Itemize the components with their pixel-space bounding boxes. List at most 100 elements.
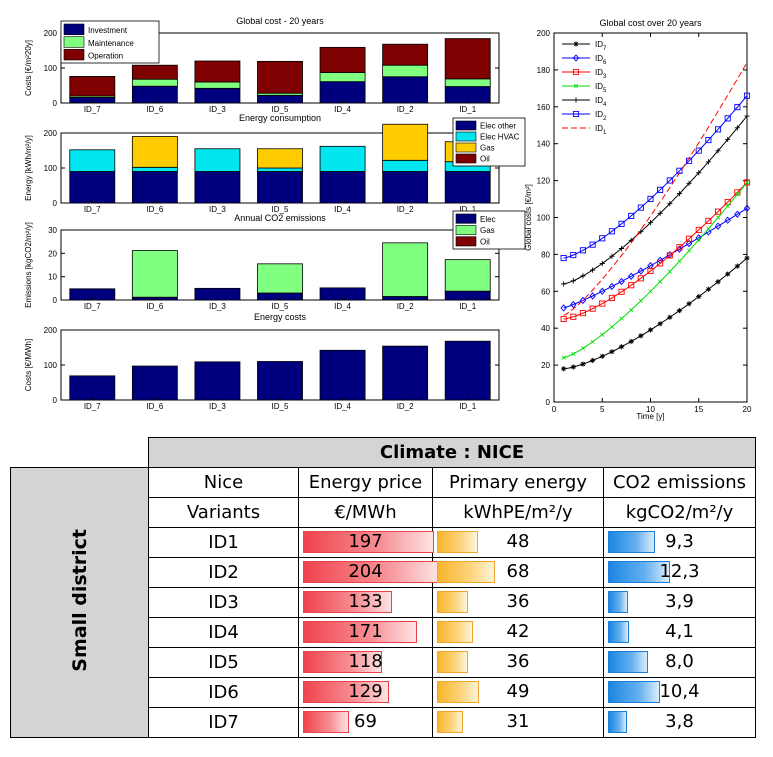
co2-legend-swatch [455, 236, 477, 247]
primary-energy-cell: 49 [432, 677, 604, 708]
energy-legend-swatch [455, 142, 477, 153]
global_cost-ylabel: Costs [€/m²20y] [24, 40, 33, 96]
line-point-ID2 [560, 255, 567, 262]
variant-cell: ID4 [148, 617, 299, 648]
global_cost-legend-swatch [63, 36, 85, 48]
line-point-ID4 [676, 191, 683, 197]
energy-bar-ID_4-elec-hvac [319, 145, 366, 172]
energy-price-databar [303, 651, 382, 673]
line-point-ID7 [580, 361, 586, 367]
line-point-ID6 [618, 277, 625, 286]
energy-price-cell-inner: 69 [299, 708, 432, 737]
line-point-ID7 [696, 294, 702, 300]
energy-price-databar [303, 591, 392, 613]
line-point-ID4 [599, 260, 605, 267]
primary-energy-value: 36 [506, 591, 530, 612]
line-chart-xtick-label: 0 [552, 405, 557, 414]
line-point-ID7 [647, 327, 654, 333]
co2-emissions-databar [608, 621, 629, 643]
line-point-ID6 [589, 292, 596, 300]
line-chart-ytick-label: 20 [541, 361, 550, 370]
line-point-ID4 [561, 281, 567, 287]
global_cost-ytick-label: 0 [53, 99, 58, 108]
energy-price-cell: 118 [298, 647, 433, 678]
energy-legend-swatch [455, 153, 477, 164]
primary-energy-cell-inner: 48 [433, 528, 603, 557]
global_cost-bar-ID_4-maintenance [319, 72, 366, 83]
global_cost-bar-ID_6-maintenance [131, 78, 178, 87]
line-point-ID2 [743, 92, 751, 99]
line-series-ID2 [563, 95, 748, 259]
line-point-ID5 [638, 298, 643, 303]
energy-bar-ID_5-elec-hvac [257, 167, 303, 172]
line-point-ID3 [628, 282, 635, 289]
energy-bar-ID_3-elec-hvac [194, 148, 241, 172]
energy-xtick-label: ID_6 [146, 205, 163, 214]
primary-energy-value: 36 [506, 651, 530, 672]
line-point-ID3 [686, 235, 693, 242]
energy-xtick-label: ID_2 [397, 205, 414, 214]
line-point-ID5 [706, 226, 711, 231]
energy-price-cell: 171 [298, 617, 433, 648]
line-point-ID5 [580, 346, 586, 351]
table-row: ID4 171 42 4,1 [11, 617, 756, 648]
line-point-ID3 [560, 315, 567, 323]
primary-energy-cell: 48 [432, 527, 604, 558]
co2-legend-swatch [455, 225, 477, 235]
global_cost-legend-label: Investment [88, 26, 128, 35]
energy-price-databar [303, 531, 435, 553]
line-point-ID6 [637, 267, 645, 275]
line-point-ID5 [667, 269, 672, 274]
row-group-label: Small district [68, 528, 91, 672]
line-point-ID2 [666, 177, 673, 184]
energy_costs-bar-ID_5-energy-cost [257, 361, 303, 401]
global_cost-bar-ID_2-maintenance [382, 64, 429, 78]
variant-cell: ID5 [148, 647, 299, 678]
primary-energy-value: 31 [506, 711, 530, 732]
energy-price-databar [303, 681, 389, 703]
energy-bar-ID_6-gas [131, 136, 178, 168]
energy-price-databar [303, 621, 417, 643]
co2-emissions-databar [608, 531, 655, 553]
line-chart-ytick-label: 0 [546, 398, 551, 407]
primary-energy-databar [437, 711, 464, 733]
energy-price-value: 197 [348, 531, 383, 552]
line-point-ID7 [725, 271, 731, 277]
primary-energy-value: 48 [506, 531, 530, 552]
line-point-ID5 [686, 248, 692, 253]
line-point-ID2 [628, 212, 635, 219]
co2-emissions-cell-inner: 4,1 [604, 618, 755, 647]
line-point-ID4 [609, 253, 615, 259]
co2-ytick-label: 30 [48, 226, 57, 235]
header-energy-price: Energy price [298, 467, 433, 498]
co2-xtick-label: ID_1 [459, 302, 476, 311]
line-point-ID7 [599, 353, 605, 359]
line-point-ID3 [666, 252, 673, 259]
line-legend-label-ID1: ID1 [595, 124, 607, 136]
global_cost-xtick-label: ID_2 [397, 105, 414, 114]
header-co2-emissions: CO2 emissions [603, 467, 756, 498]
line-point-ID5 [648, 289, 653, 294]
energy-title: Energy consumption [239, 113, 321, 123]
line-legend-label-ID6: ID6 [595, 54, 607, 66]
energy_costs-bar-ID_2-energy-cost [382, 345, 429, 401]
co2-emissions-value: 4,1 [665, 621, 694, 642]
line-point-ID4 [590, 267, 596, 273]
energy-bar-ID_7-elec-other [69, 171, 116, 204]
variant-cell: ID6 [148, 677, 299, 708]
energy_costs-xtick-label: ID_4 [334, 402, 351, 411]
line-point-ID5 [658, 279, 663, 284]
variant-cell: ID7 [148, 707, 299, 738]
energy-price-databar [303, 711, 349, 733]
global_cost-bar-ID_5-operation [257, 60, 303, 94]
energy_costs-bar-ID_6-energy-cost [131, 365, 178, 401]
row-group-cell: Small district [10, 467, 149, 738]
line-point-ID4 [667, 201, 673, 207]
primary-energy-cell-inner: 68 [433, 558, 603, 587]
energy-legend-label: Oil [480, 155, 490, 164]
line-legend-label-ID4: ID4 [595, 96, 607, 108]
energy_costs-ylabel: Costs [€/MWh] [24, 339, 33, 391]
line-point-ID5 [600, 332, 605, 337]
co2-emissions-cell: 3,8 [603, 707, 756, 738]
line-series-ID4 [563, 115, 748, 285]
